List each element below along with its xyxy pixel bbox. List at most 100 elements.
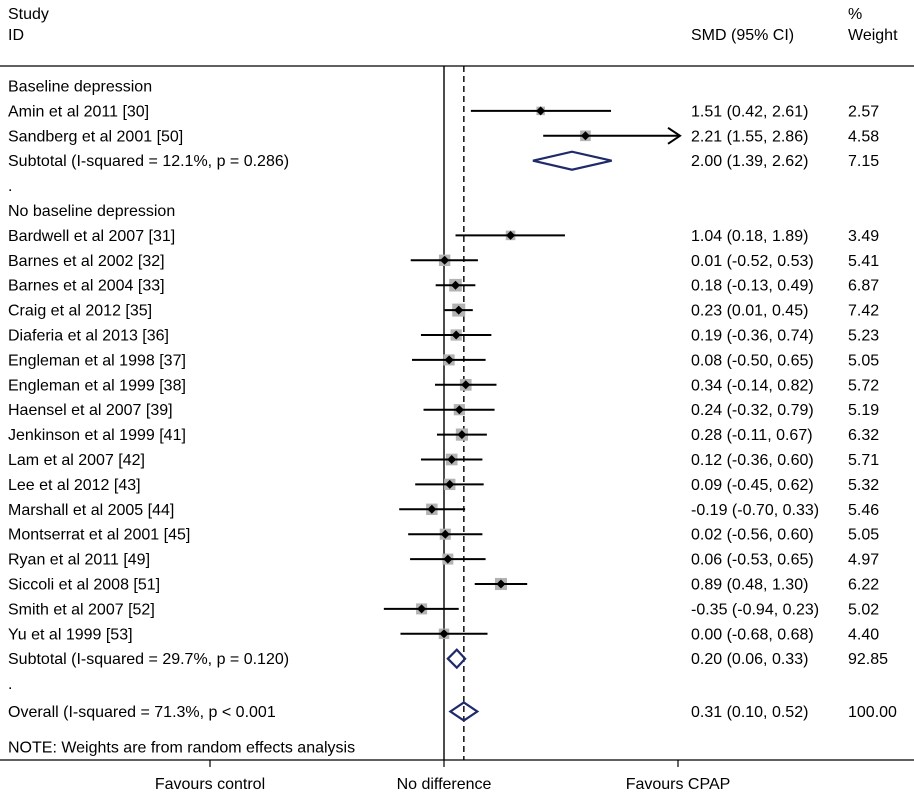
ci-arrow — [667, 126, 682, 145]
overall-diamond — [448, 701, 480, 722]
ci-value: 0.06 (-0.53, 0.65) — [691, 552, 814, 569]
weight-value: 5.02 — [848, 601, 879, 618]
row-label: Subtotal (I-squared = 12.1%, p = 0.286) — [8, 153, 289, 170]
separator-dot: . — [8, 178, 12, 195]
weight-value: 92.85 — [848, 651, 888, 668]
weight-value: 4.58 — [848, 128, 879, 145]
point-estimate — [496, 579, 506, 589]
point-estimate — [439, 629, 449, 639]
point-estimate — [451, 280, 461, 290]
row-label: Jenkinson et al 1999 [41] — [8, 427, 186, 444]
subtotal-diamond — [446, 648, 467, 670]
ci-value: -0.19 (-0.70, 0.33) — [691, 502, 819, 519]
ci-value: 0.31 (0.10, 0.52) — [691, 704, 808, 721]
weight-value: 100.00 — [848, 704, 897, 721]
ci-value: 0.34 (-0.14, 0.82) — [691, 377, 814, 394]
point-estimate — [417, 604, 427, 614]
weight-value: 5.05 — [848, 352, 879, 369]
ci-value: 0.89 (0.48, 1.30) — [691, 577, 808, 594]
weight-value: 6.87 — [848, 278, 879, 295]
point-estimate — [506, 230, 516, 240]
point-estimate — [454, 405, 464, 415]
ci-value: 0.28 (-0.11, 0.67) — [691, 427, 813, 444]
percent-header: % — [848, 6, 863, 23]
point-estimate — [445, 479, 455, 489]
effect-header: SMD (95% CI) — [691, 27, 795, 44]
row-label: Overall (I-squared = 71.3%, p < 0.001 — [8, 704, 276, 721]
weight-value: 2.57 — [848, 103, 879, 120]
row-label: Ryan et al 2011 [49] — [8, 552, 150, 569]
ci-value: 0.18 (-0.13, 0.49) — [691, 278, 814, 295]
row-label: Diaferia et al 2013 [36] — [8, 328, 169, 345]
row-label: Lee et al 2012 [43] — [8, 477, 141, 494]
weight-value: 5.32 — [848, 477, 879, 494]
axis-label: No difference — [397, 776, 492, 793]
group-label: No baseline depression — [8, 203, 175, 220]
axis-label: Favours CPAP — [626, 776, 731, 793]
row-label: Montserrat et al 2001 [45] — [8, 527, 190, 544]
row-label: Amin et al 2011 [30] — [8, 103, 149, 120]
row-label: Siccoli et al 2008 [51] — [8, 577, 160, 594]
ci-value: 1.04 (0.18, 1.89) — [691, 228, 808, 245]
subtotal-diamond — [532, 150, 612, 171]
weight-value: 6.32 — [848, 427, 879, 444]
weight-value: 5.46 — [848, 502, 879, 519]
row-label: Lam et al 2007 [42] — [8, 452, 145, 469]
ci-value: 0.01 (-0.52, 0.53) — [691, 253, 814, 270]
axis-label: Favours control — [155, 776, 265, 793]
ci-value: -0.35 (-0.94, 0.23) — [691, 601, 819, 618]
weight-value: 5.05 — [848, 527, 879, 544]
weight-value: 5.72 — [848, 377, 879, 394]
ci-value: 0.20 (0.06, 0.33) — [691, 651, 808, 668]
weight-value: 5.23 — [848, 328, 879, 345]
row-label: Barnes et al 2004 [33] — [8, 278, 165, 295]
point-estimate — [457, 430, 467, 440]
ci-value: 2.00 (1.39, 2.62) — [691, 153, 808, 170]
point-estimate — [440, 255, 450, 265]
point-estimate — [580, 131, 590, 141]
row-label: Sandberg et al 2001 [50] — [8, 128, 183, 145]
point-estimate — [427, 504, 437, 514]
weight-value: 4.97 — [848, 552, 879, 569]
point-estimate — [451, 330, 461, 340]
weight-value: 3.49 — [848, 228, 879, 245]
ci-value: 0.19 (-0.36, 0.74) — [691, 328, 814, 345]
ci-value: 0.09 (-0.45, 0.62) — [691, 477, 814, 494]
ci-value: 0.00 (-0.68, 0.68) — [691, 626, 814, 643]
point-estimate — [461, 380, 471, 390]
point-estimate — [440, 529, 450, 539]
row-label: Smith et al 2007 [52] — [8, 601, 155, 618]
point-estimate — [454, 305, 464, 315]
ci-value: 0.23 (0.01, 0.45) — [691, 303, 808, 320]
weight-value: 7.42 — [848, 303, 879, 320]
ci-value: 1.51 (0.42, 2.61) — [691, 103, 808, 120]
weight-header: Weight — [848, 27, 898, 44]
point-estimate — [536, 106, 546, 116]
weight-value: 5.41 — [848, 253, 879, 270]
weight-value: 5.19 — [848, 402, 879, 419]
row-label: Subtotal (I-squared = 29.7%, p = 0.120) — [8, 651, 289, 668]
point-estimate — [443, 554, 453, 564]
row-label: Yu et al 1999 [53] — [8, 626, 133, 643]
row-label: Bardwell et al 2007 [31] — [8, 228, 175, 245]
weight-value: 4.40 — [848, 626, 879, 643]
weight-value: 7.15 — [848, 153, 879, 170]
study-header: Study — [8, 6, 49, 23]
row-label: Craig et al 2012 [35] — [8, 303, 152, 320]
row-label: Engleman et al 1999 [38] — [8, 377, 186, 394]
ci-value: 0.02 (-0.56, 0.60) — [691, 527, 814, 544]
id-header: ID — [8, 27, 24, 44]
footnote: NOTE: Weights are from random effects an… — [8, 739, 355, 756]
ci-value: 0.08 (-0.50, 0.65) — [691, 352, 814, 369]
separator-dot: . — [8, 676, 12, 693]
weight-value: 5.71 — [848, 452, 879, 469]
point-estimate — [444, 355, 454, 365]
group-label: Baseline depression — [8, 79, 152, 96]
row-label: Haensel et al 2007 [39] — [8, 402, 173, 419]
ci-value: 0.24 (-0.32, 0.79) — [691, 402, 814, 419]
point-estimate — [447, 455, 457, 464]
ci-value: 2.21 (1.55, 2.86) — [691, 128, 808, 145]
row-label: Barnes et al 2002 [32] — [8, 253, 165, 270]
ci-value: 0.12 (-0.36, 0.60) — [691, 452, 814, 469]
